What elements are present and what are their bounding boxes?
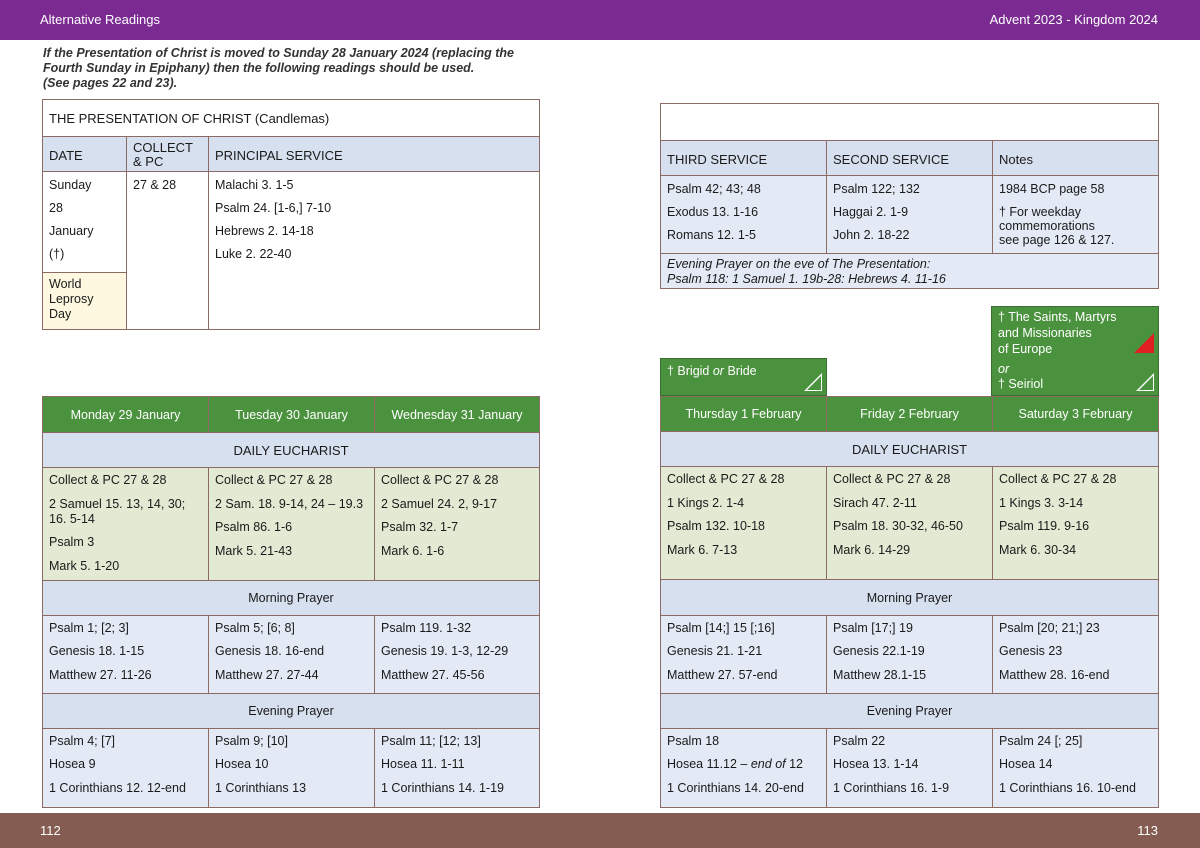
page-footer-bar: 112 113 [0,813,1200,848]
principal-cell: Malachi 3. 1-5 Psalm 24. [1-6,] 7-10 Heb… [208,171,540,330]
principal-header: PRINCIPAL SERVICE [208,136,540,172]
date-cell: Sunday 28 January (†) [42,171,127,273]
eucharist-cell: Collect & PC 27 & 28 2 Samuel 15. 13, 14… [42,467,209,581]
date-line: 28 [49,201,63,215]
reading: Luke 2. 22-40 [215,247,292,261]
third-service-cell: Psalm 42; 43; 48 Exodus 13. 1-16 Romans … [660,175,827,254]
presentation-title: THE PRESENTATION OF CHRIST (Candlemas) [49,111,330,126]
left-week-table: Monday 29 January Tuesday 30 January Wed… [42,396,540,808]
date-line: Sunday [49,178,92,192]
morning-prayer-header: Morning Prayer [42,580,540,616]
morning-cell: Psalm 5; [6; 8] Genesis 18. 16-end Matth… [208,615,375,694]
day-header: Wednesday 31 January [374,396,540,433]
page-number-right: 113 [1137,823,1158,838]
collect-cell: 27 & 28 [126,171,209,330]
season-range: Advent 2023 - Kingdom 2024 [989,12,1158,27]
intro-line: (See pages 22 and 23). [43,76,178,90]
evening-cell: Psalm 9; [10] Hosea 10 1 Corinthians 13 [208,728,375,808]
daily-eucharist-header: DAILY EUCHARIST [42,432,540,468]
eucharist-cell: Collect & PC 27 & 28 1 Kings 2. 1-4 Psal… [660,466,827,580]
presentation-title-cell: THE PRESENTATION OF CHRIST (Candlemas) [42,99,540,137]
services-table: THIRD SERVICE SECOND SERVICE Notes Psalm… [660,103,1159,289]
intro-line: Fourth Sunday in Epiphany) then the foll… [43,61,475,75]
page-header-bar: Alternative Readings Advent 2023 - Kingd… [0,0,1200,40]
evening-cell: Psalm 4; [7] Hosea 9 1 Corinthians 12. 1… [42,728,209,808]
saints-commemoration: † The Saints, Martyrs and Missionaries o… [991,306,1159,396]
eucharist-cell: Collect & PC 27 & 28 2 Sam. 18. 9-14, 24… [208,467,375,581]
morning-cell: Psalm [14;] 15 [;16] Genesis 21. 1-21 Ma… [660,615,827,694]
eucharist-cell: Collect & PC 27 & 28 Sirach 47. 2-11 Psa… [826,466,993,580]
notes-header: Notes [992,140,1159,176]
morning-cell: Psalm [17;] 19 Genesis 22.1-19 Matthew 2… [826,615,993,694]
notes-cell: 1984 BCP page 58 † For weekday commemora… [992,175,1159,254]
brigid-commemoration: † Brigid or Bride [660,358,827,396]
reading: Hebrews 2. 14-18 [215,224,314,238]
reading: Psalm 24. [1-6,] 7-10 [215,201,332,215]
page-number-left: 112 [40,823,61,838]
reading: Malachi 3. 1-5 [215,178,294,192]
second-service-cell: Psalm 122; 132 Haggai 2. 1-9 John 2. 18-… [826,175,993,254]
eve-readings: Psalm 118: 1 Samuel 1. 19b-28: Hebrews 4… [667,272,946,286]
evening-cell: Psalm 22 Hosea 13. 1-14 1 Corinthians 16… [826,728,993,808]
right-week-table: Thursday 1 February Friday 2 February Sa… [660,396,1159,808]
evening-cell: Psalm 18 Hosea 11.12 – end of 12 1 Corin… [660,728,827,808]
evening-prayer-header: Evening Prayer [660,693,1159,729]
date-line: January [49,224,94,238]
morning-cell: Psalm [20; 21;] 23 Genesis 23 Matthew 28… [992,615,1159,694]
day-header: Tuesday 30 January [208,396,375,433]
morning-cell: Psalm 119. 1-32 Genesis 19. 1-3, 12-29 M… [374,615,540,694]
red-corner-icon [1134,333,1154,353]
day-header: Thursday 1 February [660,396,827,432]
date-line: (†) [49,247,65,261]
collect-header: COLLECT & PC [126,136,209,172]
eucharist-cell: Collect & PC 27 & 28 2 Samuel 24. 2, 9-1… [374,467,540,581]
morning-cell: Psalm 1; [2; 3] Genesis 18. 1-15 Matthew… [42,615,209,694]
date-header: DATE [42,136,127,172]
third-service-header: THIRD SERVICE [660,140,827,176]
day-header: Friday 2 February [826,396,993,432]
eve-prayer-cell: Evening Prayer on the eve of The Present… [660,253,1159,289]
intro-note: If the Presentation of Christ is moved t… [43,46,543,91]
eve-title: Evening Prayer on the eve of The Present… [667,257,931,271]
intro-line: If the Presentation of Christ is moved t… [43,46,514,60]
eucharist-cell: Collect & PC 27 & 28 1 Kings 3. 3-14 Psa… [992,466,1159,580]
day-header: Monday 29 January [42,396,209,433]
evening-prayer-header: Evening Prayer [42,693,540,729]
services-blank-header [660,103,1159,141]
second-service-header: SECOND SERVICE [826,140,993,176]
section-title: Alternative Readings [40,12,160,27]
evening-cell: Psalm 11; [12; 13] Hosea 11. 1-11 1 Cori… [374,728,540,808]
morning-prayer-header: Morning Prayer [660,579,1159,616]
presentation-table: THE PRESENTATION OF CHRIST (Candlemas) D… [42,99,540,330]
evening-cell: Psalm 24 [; 25] Hosea 14 1 Corinthians 1… [992,728,1159,808]
leprosy-day-cell: World Leprosy Day [42,272,127,330]
day-header: Saturday 3 February [992,396,1159,432]
daily-eucharist-header: DAILY EUCHARIST [660,431,1159,467]
